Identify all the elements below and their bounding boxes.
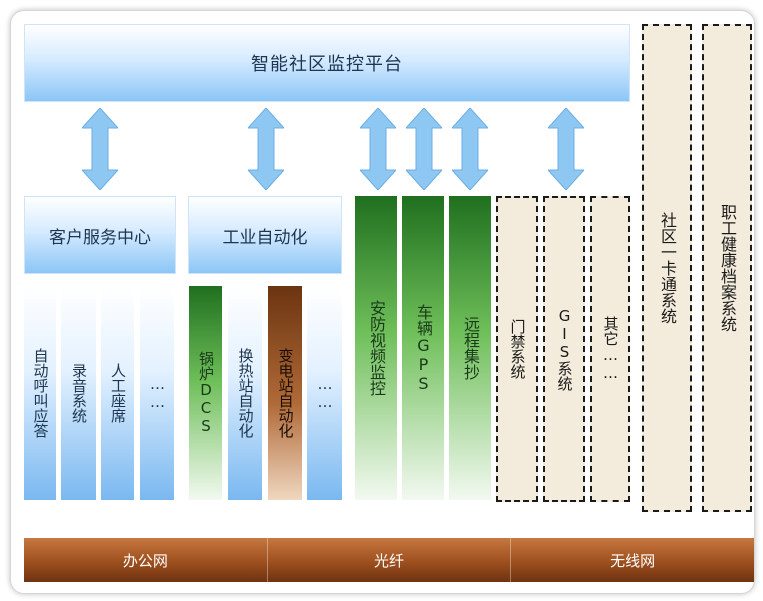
item-substation-automation: 变电站自动化 <box>268 286 302 500</box>
double-arrow-icon <box>248 108 284 190</box>
item-recording-system: 录音系统 <box>61 286 96 500</box>
item-more-ellipsis: …… <box>140 286 174 500</box>
item-boiler-dcs: 锅炉DCS <box>189 286 222 500</box>
double-arrow-icon <box>452 108 488 190</box>
column-gis-system: GIS系统 <box>543 196 585 502</box>
side-column-employee-health: 职工健康档案系统 <box>702 24 752 512</box>
industrial-automation: 工业自动化 <box>188 196 342 274</box>
column-other: 其它…… <box>590 196 630 502</box>
column-remote-meter-reading: 远程集抄 <box>449 196 491 500</box>
network-wireless: 无线网 <box>610 551 656 570</box>
double-arrow-icon <box>360 108 396 190</box>
item-auto-call-answer: 自动呼叫应答 <box>24 286 56 500</box>
item-more-ellipsis: …… <box>307 286 342 500</box>
customer-service-center: 客户服务中心 <box>24 196 176 274</box>
network-office: 办公网 <box>24 538 268 582</box>
item-heat-exchange-station: 换热站自动化 <box>228 286 262 500</box>
column-security-video: 安防视频监控 <box>355 196 397 500</box>
double-arrow-icon <box>82 108 118 190</box>
side-column-community-card: 社区一卡通系统 <box>642 24 692 512</box>
double-arrow-icon <box>406 108 442 190</box>
column-access-control: 门禁系统 <box>496 196 538 502</box>
column-vehicle-gps: 车辆GPS <box>402 196 444 500</box>
double-arrow-icon <box>548 108 584 190</box>
network-fiber: 光纤 <box>268 538 512 582</box>
network-bar: 办公网 光纤 无线网 <box>24 538 754 582</box>
item-manual-seat: 人工座席 <box>101 286 134 500</box>
platform-title: 智能社区监控平台 <box>24 24 630 102</box>
